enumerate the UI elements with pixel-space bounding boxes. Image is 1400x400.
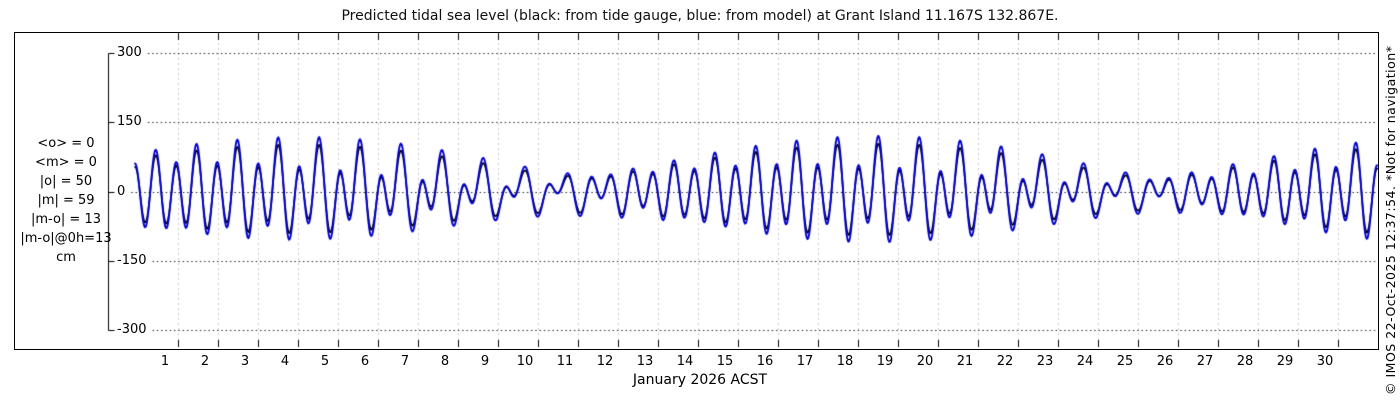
x-tick-label: 22 — [996, 354, 1014, 369]
stats-line: |o| = 50 — [39, 174, 93, 189]
y-tick-label: 0 — [117, 183, 126, 199]
x-tick-label: 2 — [200, 354, 210, 369]
y-tick-label: -150 — [117, 252, 147, 268]
x-tick-label: 6 — [360, 354, 370, 369]
stats-panel: <o> = 0 <m> = 0 |o| = 50 |m| = 59 |m-o| = 13… — [14, 134, 118, 267]
plot-frame — [14, 32, 1379, 350]
x-tick-label: 5 — [320, 354, 330, 369]
y-tick-label: 300 — [117, 45, 142, 61]
y-tick-label: 150 — [117, 114, 142, 130]
x-tick-label: 20 — [916, 354, 934, 369]
x-tick-label: 23 — [1036, 354, 1054, 369]
x-tick-label: 27 — [1196, 354, 1214, 369]
x-tick-label: 15 — [716, 354, 734, 369]
x-tick-label: 30 — [1316, 354, 1334, 369]
watermark-text: © IMOS 22-Oct-2025 12:37:54. *Not for na… — [1383, 45, 1398, 395]
x-tick-label: 9 — [480, 354, 490, 369]
x-tick-label: 26 — [1156, 354, 1174, 369]
x-tick-label: 24 — [1076, 354, 1094, 369]
x-tick-label: 28 — [1236, 354, 1254, 369]
x-tick-label: 1 — [160, 354, 170, 369]
x-tick-label: 13 — [636, 354, 654, 369]
x-tick-label: 25 — [1116, 354, 1134, 369]
x-tick-label: 16 — [756, 354, 774, 369]
stats-line: <m> = 0 — [35, 155, 97, 170]
x-tick-label: 21 — [956, 354, 974, 369]
x-tick-label: 29 — [1276, 354, 1294, 369]
x-tick-label: 14 — [676, 354, 694, 369]
y-tick-label: -300 — [117, 322, 147, 338]
stats-line: <o> = 0 — [37, 136, 95, 151]
x-tick-label: 4 — [280, 354, 290, 369]
stats-line: |m| = 59 — [37, 193, 95, 208]
x-tick-label: 11 — [556, 354, 574, 369]
stats-line: cm — [56, 250, 76, 265]
x-tick-label: 12 — [596, 354, 614, 369]
stats-line: |m-o|@0h=13 — [20, 231, 112, 246]
x-tick-label: 19 — [876, 354, 894, 369]
stats-line: |m-o| = 13 — [30, 212, 101, 227]
x-tick-label: 7 — [400, 354, 410, 369]
x-tick-label: 18 — [836, 354, 854, 369]
x-tick-label: 8 — [440, 354, 450, 369]
x-tick-label: 17 — [796, 354, 814, 369]
x-axis-title: January 2026 ACST — [632, 372, 768, 388]
x-tick-label: 10 — [516, 354, 534, 369]
x-tick-label: 3 — [240, 354, 250, 369]
